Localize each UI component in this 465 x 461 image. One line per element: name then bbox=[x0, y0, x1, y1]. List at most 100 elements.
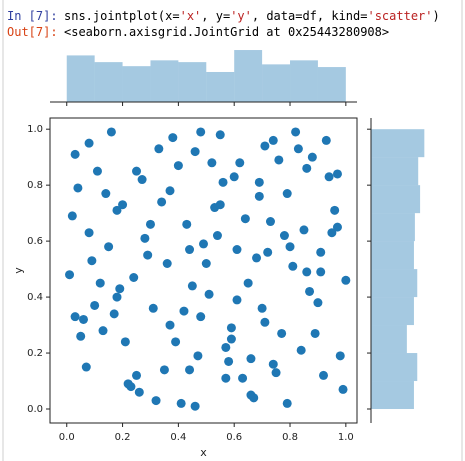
scatter-point bbox=[190, 147, 200, 157]
scatter-point bbox=[112, 205, 122, 215]
hist-bar bbox=[262, 64, 291, 102]
hist-bar bbox=[94, 62, 123, 102]
scatter-point bbox=[235, 158, 245, 168]
hist-bar bbox=[371, 325, 407, 354]
scatter-point bbox=[226, 334, 236, 344]
scatter-point bbox=[330, 205, 340, 215]
scatter-point bbox=[321, 135, 331, 145]
scatter-point bbox=[143, 250, 153, 260]
scatter-point bbox=[196, 312, 206, 322]
scatter-point bbox=[118, 200, 128, 210]
scatter-point bbox=[185, 245, 195, 255]
scatter-point bbox=[173, 161, 183, 171]
scatter-point bbox=[316, 267, 326, 277]
out-prompt: Out[7]: bbox=[7, 25, 58, 39]
hist-bar bbox=[317, 67, 346, 102]
y-axis-label: y bbox=[12, 267, 25, 274]
scatter-point bbox=[95, 278, 105, 288]
scatter-point bbox=[171, 337, 181, 347]
hist-bar bbox=[371, 185, 421, 214]
scatter-point bbox=[271, 368, 281, 378]
scatter-point bbox=[90, 300, 100, 310]
scatter-point bbox=[168, 133, 178, 143]
scatter-point bbox=[254, 177, 264, 187]
scatter-point bbox=[112, 292, 122, 302]
scatter-point bbox=[238, 373, 248, 383]
hist-bar bbox=[371, 129, 425, 158]
scatter-point bbox=[151, 396, 161, 406]
scatter-point bbox=[226, 323, 236, 333]
scatter-point bbox=[319, 370, 329, 380]
scatter-point bbox=[243, 278, 253, 288]
scatter-point bbox=[310, 328, 320, 338]
y-tick-label: 0.0 bbox=[27, 404, 43, 415]
scatter-point bbox=[162, 259, 172, 269]
hist-bar bbox=[371, 241, 414, 270]
y-tick-label: 0.6 bbox=[27, 236, 43, 247]
scatter-point bbox=[229, 172, 239, 182]
scatter-point bbox=[327, 228, 337, 238]
scatter-point bbox=[215, 200, 225, 210]
x-tick-label: 1.0 bbox=[338, 432, 354, 443]
scatter-point bbox=[109, 309, 119, 319]
scatter-point bbox=[65, 270, 75, 280]
scatter-point bbox=[132, 370, 142, 380]
scatter-point bbox=[157, 197, 167, 207]
scatter-point bbox=[87, 256, 97, 266]
y-tick-label: 1.0 bbox=[27, 124, 43, 135]
scatter-point bbox=[101, 189, 111, 199]
hist-bar bbox=[371, 353, 418, 382]
code-part: , y= bbox=[201, 9, 230, 23]
scatter-point bbox=[70, 312, 80, 322]
scatter-point bbox=[221, 373, 231, 383]
scatter-point bbox=[159, 365, 169, 375]
scatter-point bbox=[268, 135, 278, 145]
scatter-point bbox=[316, 247, 326, 257]
hist-bar bbox=[178, 62, 207, 102]
scatter-point bbox=[305, 286, 315, 296]
hist-bar bbox=[371, 381, 414, 410]
scatter-point bbox=[332, 169, 342, 179]
axes-frame bbox=[49, 117, 358, 424]
scatter-point bbox=[240, 214, 250, 224]
code: sns.jointplot(x='x', y='y', data=df, kin… bbox=[64, 9, 440, 23]
scatter-point bbox=[115, 284, 125, 294]
scatter-point bbox=[299, 225, 309, 235]
scatter-point bbox=[148, 303, 158, 313]
scatter-point bbox=[67, 211, 77, 221]
hist-bar bbox=[206, 71, 235, 102]
output: <seaborn.axisgrid.JointGrid at 0x2544328… bbox=[64, 25, 389, 39]
hist-bar bbox=[371, 297, 414, 326]
code-string: 'x' bbox=[180, 9, 202, 23]
scatter-point bbox=[313, 298, 323, 308]
scatter-point bbox=[204, 289, 214, 299]
scatter-point bbox=[106, 127, 116, 137]
scatter-point bbox=[140, 233, 150, 243]
scatter-point bbox=[78, 314, 88, 324]
scatter-point bbox=[341, 275, 351, 285]
hist-bar bbox=[122, 66, 151, 102]
scatter-point bbox=[212, 231, 222, 241]
scatter-point bbox=[293, 144, 303, 154]
scatter-point bbox=[190, 401, 200, 411]
scatter-point bbox=[282, 398, 292, 408]
scatter-point bbox=[92, 166, 102, 176]
scatter-point bbox=[252, 253, 262, 263]
scatter-point bbox=[185, 365, 195, 375]
scatter-point bbox=[335, 351, 345, 361]
scatter-point bbox=[254, 191, 264, 201]
scatter-point bbox=[249, 393, 259, 403]
scatter-point bbox=[274, 155, 284, 165]
hist-bar bbox=[150, 60, 179, 102]
scatter-point bbox=[232, 295, 242, 305]
scatter-point bbox=[302, 267, 312, 277]
code-string: 'y' bbox=[230, 9, 252, 23]
hist-bar bbox=[371, 269, 418, 298]
scatter-point bbox=[282, 189, 292, 199]
scatter-point bbox=[193, 351, 203, 361]
in-prompt: In [7]: bbox=[7, 9, 58, 23]
scatter-point bbox=[296, 345, 306, 355]
scatter-point bbox=[277, 328, 287, 338]
